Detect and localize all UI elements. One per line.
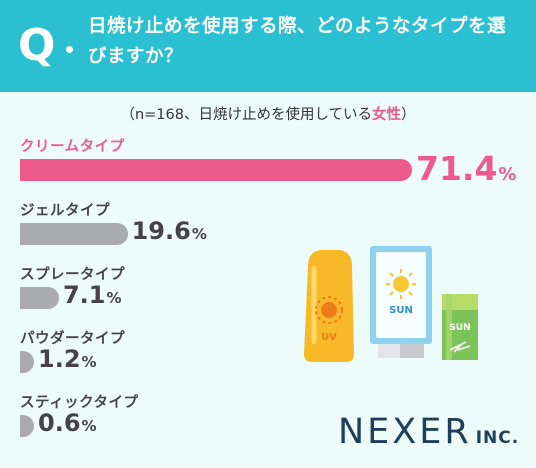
- value-label: 71.4%: [416, 149, 516, 188]
- value-label: 0.6%: [38, 409, 97, 437]
- value-unit: %: [81, 417, 97, 435]
- bottle-label: UV: [321, 332, 337, 343]
- sample-note-prefix: （n=168、日焼け止めを使用している: [120, 107, 373, 123]
- question-mark: Q: [18, 20, 56, 71]
- question-banner: Q 日焼け止めを使用する際、どのようなタイプを選びますか？: [0, 0, 536, 92]
- tube-label: SUN: [389, 305, 413, 316]
- bar: [20, 223, 128, 245]
- sample-note-highlight: 女性: [372, 107, 402, 123]
- stick-label: SUN: [449, 323, 470, 333]
- sunscreen-stick-icon: SUN: [442, 294, 478, 360]
- value-number: 7.1: [62, 281, 106, 309]
- value-number: 0.6: [38, 409, 81, 437]
- category-label: スティックタイプ: [20, 395, 139, 411]
- sample-note-suffix: ）: [401, 107, 416, 123]
- value-unit: %: [498, 164, 517, 185]
- bar: [20, 351, 34, 373]
- logo-name: NEXER: [338, 412, 472, 452]
- value-unit: %: [106, 289, 122, 307]
- logo-suffix: INC.: [475, 428, 520, 448]
- value-unit: %: [191, 225, 207, 243]
- bar: [20, 287, 59, 309]
- question-mark-dot: [66, 46, 73, 53]
- category-label: クリームタイプ: [20, 139, 125, 155]
- value-number: 71.4: [416, 149, 498, 188]
- value-number: 19.6: [131, 217, 191, 245]
- sunscreen-bottle-icon: UV: [304, 250, 354, 362]
- value-label: 7.1%: [63, 281, 122, 309]
- value-label: 19.6%: [132, 217, 207, 245]
- sunscreen-illustration: UV SUN SUN: [304, 246, 478, 362]
- bar: [20, 159, 412, 181]
- sample-note: （n=168、日焼け止めを使用している女性）: [0, 103, 536, 124]
- question-text: 日焼け止めを使用する際、どのようなタイプを選びますか？: [88, 16, 507, 67]
- value-label: 1.2%: [38, 345, 97, 373]
- bar: [20, 415, 34, 437]
- company-logo: NEXER INC.: [338, 412, 519, 452]
- value-number: 1.2: [38, 345, 81, 373]
- value-unit: %: [81, 353, 97, 371]
- category-label: スプレータイプ: [20, 267, 125, 283]
- category-label: パウダータイプ: [20, 331, 125, 347]
- sunscreen-tube-icon: SUN: [370, 246, 432, 358]
- category-label: ジェルタイプ: [20, 203, 110, 219]
